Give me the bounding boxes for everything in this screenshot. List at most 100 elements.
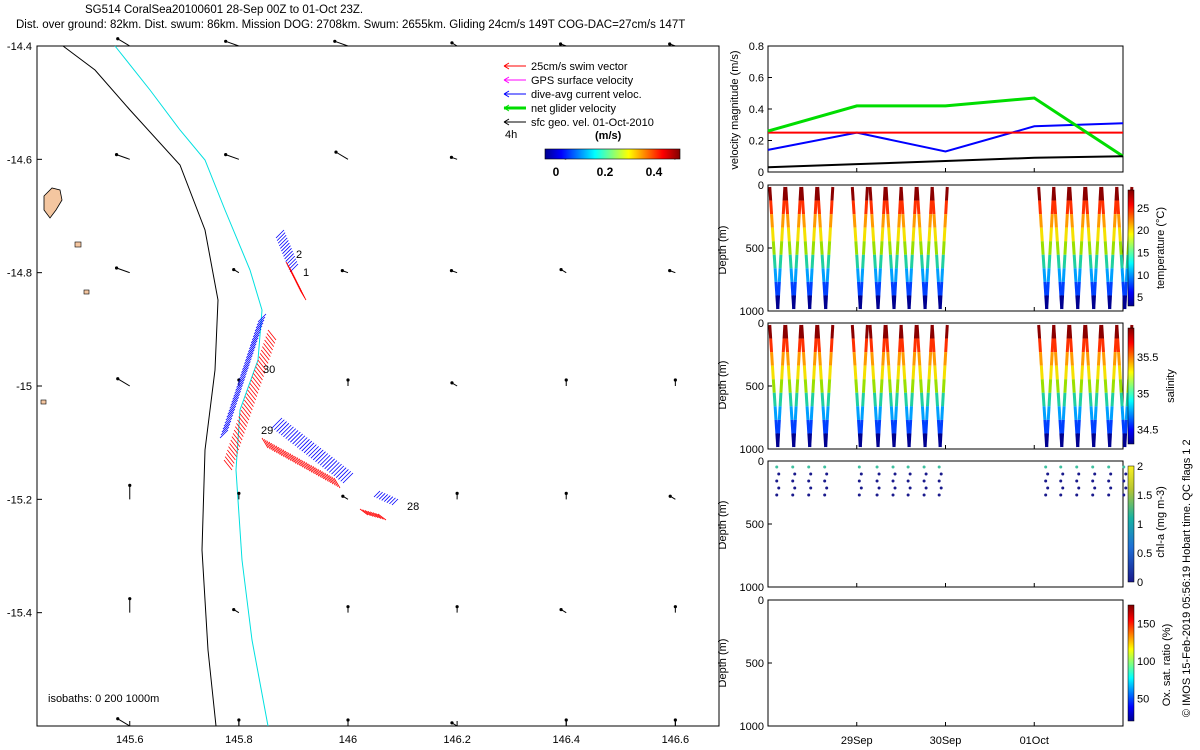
dive-ascent: [1065, 200, 1070, 215]
dive-descent: [802, 214, 806, 228]
dive-ascent: [796, 352, 801, 366]
dive-ascent: [942, 365, 947, 380]
dive-descent: [868, 186, 873, 201]
dive-descent: [1038, 338, 1042, 353]
dive-ascent: [793, 406, 798, 420]
swim-vector: [241, 406, 251, 417]
dive-ascent: [793, 268, 798, 282]
dive-ascent: [1097, 200, 1102, 215]
swim-vector: [247, 389, 257, 401]
dive-descent: [821, 406, 826, 420]
dive-ascent: [1045, 433, 1049, 448]
dive-ascent: [941, 392, 945, 407]
arrow-head: [346, 378, 350, 382]
dive-descent: [1101, 338, 1105, 353]
dive-descent: [870, 352, 875, 366]
dive-ascent: [876, 433, 881, 448]
chla-point: [777, 486, 781, 490]
dive-ascent: [827, 379, 832, 393]
arrow-head: [564, 718, 568, 722]
dive-ascent: [898, 338, 902, 353]
dive-ascent: [1108, 419, 1113, 434]
current-vector: [299, 439, 310, 450]
chla-point: [875, 465, 879, 469]
dive-descent: [1115, 186, 1120, 201]
dive-ascent: [794, 254, 799, 269]
dive-descent: [821, 268, 826, 282]
chla-point: [922, 465, 926, 469]
dive-ascent: [826, 392, 831, 407]
dive-descent: [774, 281, 779, 296]
dive-descent: [1057, 406, 1062, 420]
dive-descent: [1118, 241, 1123, 255]
dive-descent: [1103, 241, 1108, 255]
swim-vector: [223, 459, 233, 471]
dive-descent: [1043, 281, 1048, 296]
map-axis-ticks: 145.6 145.8 146 146.2 146.4 146.6 -14.4 -14.6 -1…: [7, 41, 689, 746]
dive-descent: [773, 406, 778, 420]
dive-descent: [915, 324, 920, 339]
dive-descent: [899, 324, 904, 339]
dive-ascent: [777, 406, 782, 420]
isobath-label: isobaths: 0 200 1000m: [48, 693, 159, 705]
dive-ascent: [923, 295, 928, 310]
chla-point: [775, 479, 779, 483]
dive-descent: [1056, 254, 1061, 269]
dive-descent: [921, 419, 926, 434]
dive-ascent: [1094, 392, 1099, 407]
dive-ascent: [795, 241, 800, 255]
dive-descent: [1068, 186, 1073, 201]
current-vector: [223, 417, 233, 427]
dive-ascent: [927, 227, 932, 242]
chla-point: [875, 479, 879, 483]
chla-point: [924, 486, 928, 490]
dive-ascent: [1092, 295, 1096, 310]
current-vector: [285, 253, 294, 262]
dive-ascent: [913, 200, 917, 215]
swim-vector: [273, 444, 280, 455]
dive-descent: [899, 186, 904, 201]
dive-ascent: [939, 281, 944, 296]
dive-descent: [1054, 214, 1058, 228]
chla-point: [823, 465, 827, 469]
dive-descent: [1058, 281, 1063, 296]
dive-ascent: [780, 352, 785, 366]
depth-ytick-label: 500: [746, 658, 764, 670]
dive-ascent: [942, 227, 947, 242]
swim-vector: [359, 508, 369, 516]
swim-vector: [224, 456, 234, 467]
chla-point: [891, 465, 895, 469]
dive-ascent: [908, 281, 913, 296]
dive-ascent: [824, 419, 829, 434]
dive-descent: [1086, 227, 1091, 242]
velocity-ytick-label: 0.8: [749, 41, 764, 53]
dive-descent: [1100, 324, 1105, 339]
dive-ascent: [1081, 338, 1086, 353]
dive-descent: [871, 365, 876, 380]
chla-point: [807, 479, 811, 483]
dive-descent: [802, 227, 807, 242]
chla-point: [937, 465, 941, 469]
chla-point: [1059, 493, 1063, 497]
dive-ascent: [1063, 379, 1068, 393]
current-vector: [296, 437, 308, 448]
credit-label: © IMOS 15-Feb-2019 05:56:19 Hobart time.: [1181, 503, 1193, 717]
dive-descent: [873, 254, 877, 269]
surface-velocity-arrow: [117, 378, 131, 387]
dive-descent: [915, 186, 920, 201]
dive-descent: [789, 406, 794, 420]
chla-point: [1122, 479, 1126, 483]
chla-point: [859, 486, 863, 490]
arrow-head: [334, 150, 338, 154]
chla-point: [823, 479, 827, 483]
swim-vector: [253, 373, 262, 384]
current-vector: [328, 462, 340, 473]
dive-descent: [1055, 379, 1060, 393]
dive-descent: [770, 227, 775, 242]
dive-ascent: [1109, 268, 1114, 282]
chla-point: [908, 472, 912, 476]
chla-point: [777, 472, 781, 476]
swim-vector: [298, 458, 306, 469]
dive-descent: [1084, 324, 1089, 339]
dive-ascent: [778, 254, 783, 269]
